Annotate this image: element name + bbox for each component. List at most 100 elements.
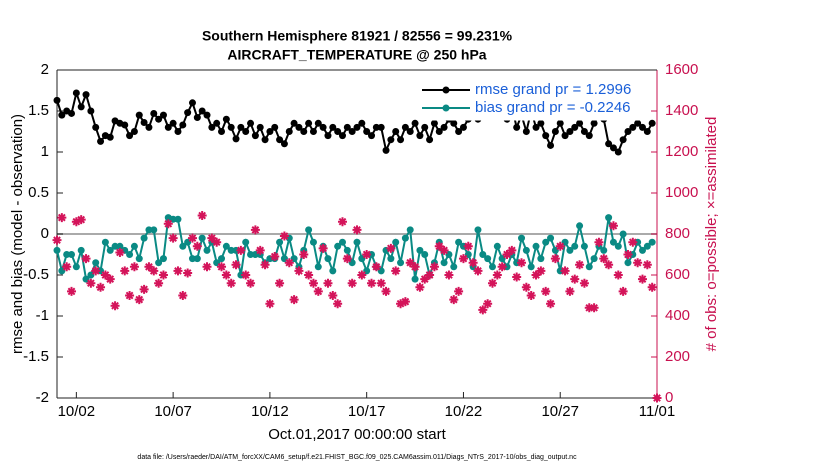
point-marker bbox=[329, 123, 337, 131]
point-marker bbox=[585, 132, 593, 140]
obs-marker bbox=[396, 299, 406, 309]
point-marker bbox=[435, 128, 443, 135]
obs-marker bbox=[386, 243, 396, 253]
obs-marker bbox=[541, 286, 551, 296]
obs-marker bbox=[299, 250, 309, 259]
obs-marker bbox=[536, 266, 546, 276]
point-marker bbox=[401, 234, 409, 242]
point-marker bbox=[556, 119, 564, 127]
legend-label: rmse grand pr = 1.2996 bbox=[475, 81, 631, 98]
point-marker bbox=[353, 123, 361, 131]
obs-marker bbox=[183, 268, 193, 278]
obs-marker bbox=[371, 262, 381, 272]
point-marker bbox=[280, 140, 288, 148]
obs-marker bbox=[125, 291, 135, 300]
chart-subtitle: AIRCRAFT_TEMPERATURE @ 250 hPa bbox=[227, 47, 486, 63]
point-marker bbox=[358, 119, 366, 127]
y2-tick-label: 200 bbox=[665, 348, 690, 365]
point-marker bbox=[513, 123, 521, 131]
point-marker bbox=[392, 128, 400, 135]
point-marker bbox=[116, 242, 124, 250]
point-marker bbox=[629, 123, 637, 131]
point-marker bbox=[305, 119, 313, 127]
point-marker bbox=[401, 123, 409, 131]
point-marker bbox=[416, 132, 424, 140]
point-marker bbox=[474, 226, 482, 234]
obs-marker bbox=[473, 266, 483, 276]
point-marker bbox=[92, 123, 100, 131]
obs-marker bbox=[444, 270, 454, 280]
y-tick-label: -1 bbox=[36, 307, 49, 324]
obs-marker bbox=[347, 278, 357, 288]
point-marker bbox=[222, 115, 230, 123]
obs-marker bbox=[647, 282, 657, 292]
point-marker bbox=[232, 135, 240, 143]
y-tick-label: 0.5 bbox=[28, 184, 49, 201]
point-marker bbox=[314, 263, 322, 271]
obs-marker bbox=[86, 278, 96, 288]
obs-marker bbox=[304, 270, 314, 280]
point-marker bbox=[537, 119, 545, 127]
point-marker bbox=[406, 226, 414, 234]
point-marker bbox=[126, 251, 134, 258]
y2-tick-label: 600 bbox=[665, 266, 690, 283]
point-marker bbox=[309, 128, 317, 135]
point-marker bbox=[174, 128, 182, 135]
obs-marker bbox=[168, 233, 178, 243]
point-marker bbox=[455, 238, 463, 246]
obs-marker bbox=[217, 262, 227, 272]
point-marker bbox=[101, 238, 109, 246]
obs-marker bbox=[226, 278, 236, 288]
obs-marker bbox=[308, 278, 318, 288]
obs-marker bbox=[76, 215, 86, 225]
point-marker bbox=[319, 123, 327, 131]
point-marker bbox=[300, 128, 308, 135]
obs-marker bbox=[560, 266, 570, 276]
point-marker bbox=[276, 136, 284, 144]
obs-marker bbox=[487, 278, 497, 288]
point-marker bbox=[285, 128, 293, 135]
obs-marker bbox=[550, 254, 560, 264]
point-marker bbox=[440, 123, 448, 131]
obs-marker bbox=[255, 245, 265, 255]
obs-marker bbox=[381, 286, 391, 296]
obs-marker bbox=[129, 262, 139, 272]
point-marker bbox=[527, 263, 535, 271]
obs-marker bbox=[531, 270, 541, 280]
point-marker bbox=[145, 226, 153, 234]
point-marker bbox=[150, 109, 158, 117]
obs-marker bbox=[502, 250, 512, 259]
obs-marker bbox=[57, 213, 67, 223]
point-marker bbox=[126, 132, 134, 140]
point-marker bbox=[309, 238, 317, 246]
point-marker bbox=[261, 136, 269, 144]
point-marker bbox=[411, 119, 419, 127]
point-marker bbox=[237, 123, 245, 131]
y2-tick-label: 1600 bbox=[665, 61, 698, 78]
obs-marker bbox=[250, 225, 260, 235]
point-marker bbox=[488, 263, 496, 271]
obs-marker bbox=[173, 266, 183, 276]
series-line bbox=[56, 216, 653, 281]
obs-marker bbox=[415, 282, 425, 292]
point-marker bbox=[338, 132, 346, 140]
obs-marker bbox=[241, 270, 251, 280]
x-tick-label: 10/22 bbox=[445, 403, 483, 420]
obs-marker bbox=[429, 262, 439, 272]
point-marker bbox=[159, 255, 167, 263]
obs-marker bbox=[458, 254, 468, 264]
point-marker bbox=[397, 259, 405, 267]
obs-marker bbox=[618, 286, 628, 296]
point-marker bbox=[111, 242, 119, 250]
obs-marker bbox=[575, 260, 585, 270]
point-marker bbox=[571, 123, 579, 131]
obs-marker bbox=[434, 241, 444, 251]
obs-marker bbox=[318, 243, 328, 253]
obs-marker bbox=[337, 217, 347, 227]
point-marker bbox=[605, 214, 613, 222]
legend-marker bbox=[442, 104, 450, 112]
obs-marker bbox=[187, 233, 197, 243]
point-marker bbox=[518, 234, 526, 242]
obs-marker bbox=[178, 291, 188, 300]
